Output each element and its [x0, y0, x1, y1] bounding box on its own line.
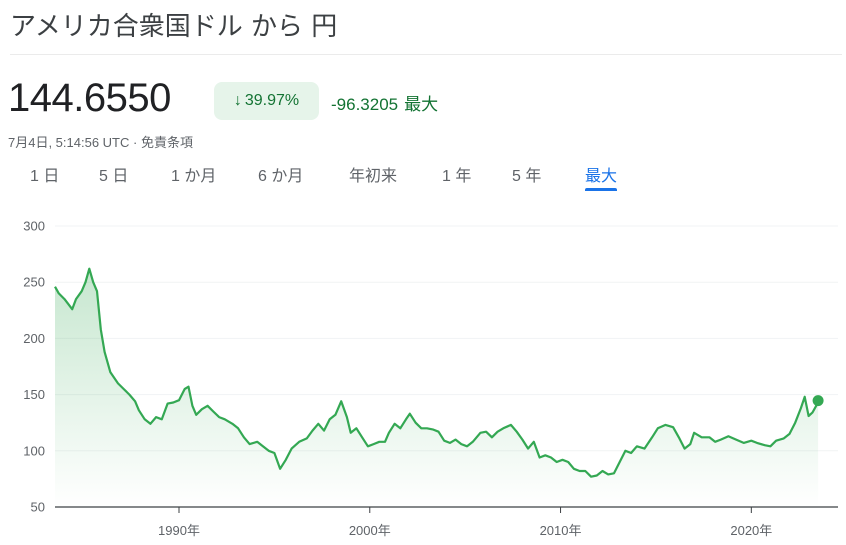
- y-tick-label: 150: [23, 387, 45, 402]
- tab-label: 1 か月: [171, 168, 217, 185]
- tab-label: 年初来: [349, 168, 398, 185]
- current-price: 144.6550: [8, 76, 171, 120]
- absolute-change-value: -96.3205: [331, 95, 399, 114]
- tab-5d[interactable]: 5 日: [99, 162, 128, 186]
- current-price-dot: [812, 395, 824, 407]
- tab-underline: [585, 188, 618, 191]
- x-tick-label: 2010年: [540, 523, 582, 538]
- page-title: アメリカ合衆国ドル から 円: [10, 12, 338, 42]
- tab-6m[interactable]: 6 か月: [258, 162, 303, 186]
- y-axis: 300 250 200 150 100 50: [23, 219, 45, 515]
- x-tick-label: 2020年: [730, 523, 772, 538]
- x-tick-label: 1990年: [158, 523, 200, 538]
- tab-5y[interactable]: 5 年: [512, 162, 541, 186]
- range-tabs: 1 日 5 日 1 か月 6 か月 年初来 1 年 5 年 最大: [0, 162, 700, 192]
- tab-ytd[interactable]: 年初来: [349, 162, 397, 186]
- tab-label: 1 日: [30, 168, 60, 185]
- x-axis: 1990年 2000年 2010年 2020年: [158, 507, 772, 538]
- percent-change: 39.97%: [244, 92, 300, 109]
- price-area-fill: [55, 268, 819, 507]
- timestamp-disclaimer: 7月4日, 5:14:56 UTC · 免責条項: [8, 135, 193, 150]
- arrow-down-icon: ↓: [233, 92, 242, 109]
- absolute-change: -96.3205 最大: [331, 90, 438, 115]
- tab-label: 最大: [585, 168, 618, 185]
- tab-label: 1 年: [442, 168, 472, 185]
- price-line: [54, 267, 820, 478]
- percent-change-badge: ↓ 39.97%: [214, 82, 319, 120]
- tab-1m[interactable]: 1 か月: [171, 162, 216, 186]
- y-tick-label: 50: [31, 500, 45, 515]
- y-tick-label: 250: [23, 275, 45, 290]
- y-tick-label: 100: [23, 443, 45, 458]
- x-tick-label: 2000年: [349, 523, 391, 538]
- change-period: 最大: [404, 95, 439, 114]
- tab-label: 6 か月: [258, 168, 304, 185]
- y-tick-label: 300: [23, 219, 45, 234]
- title-divider: [10, 54, 842, 55]
- y-tick-label: 200: [23, 331, 45, 346]
- tab-max[interactable]: 最大: [585, 162, 618, 191]
- tab-1d[interactable]: 1 日: [30, 162, 59, 186]
- tab-1y[interactable]: 1 年: [442, 162, 471, 186]
- tab-label: 5 年: [512, 168, 542, 185]
- tab-label: 5 日: [99, 168, 129, 185]
